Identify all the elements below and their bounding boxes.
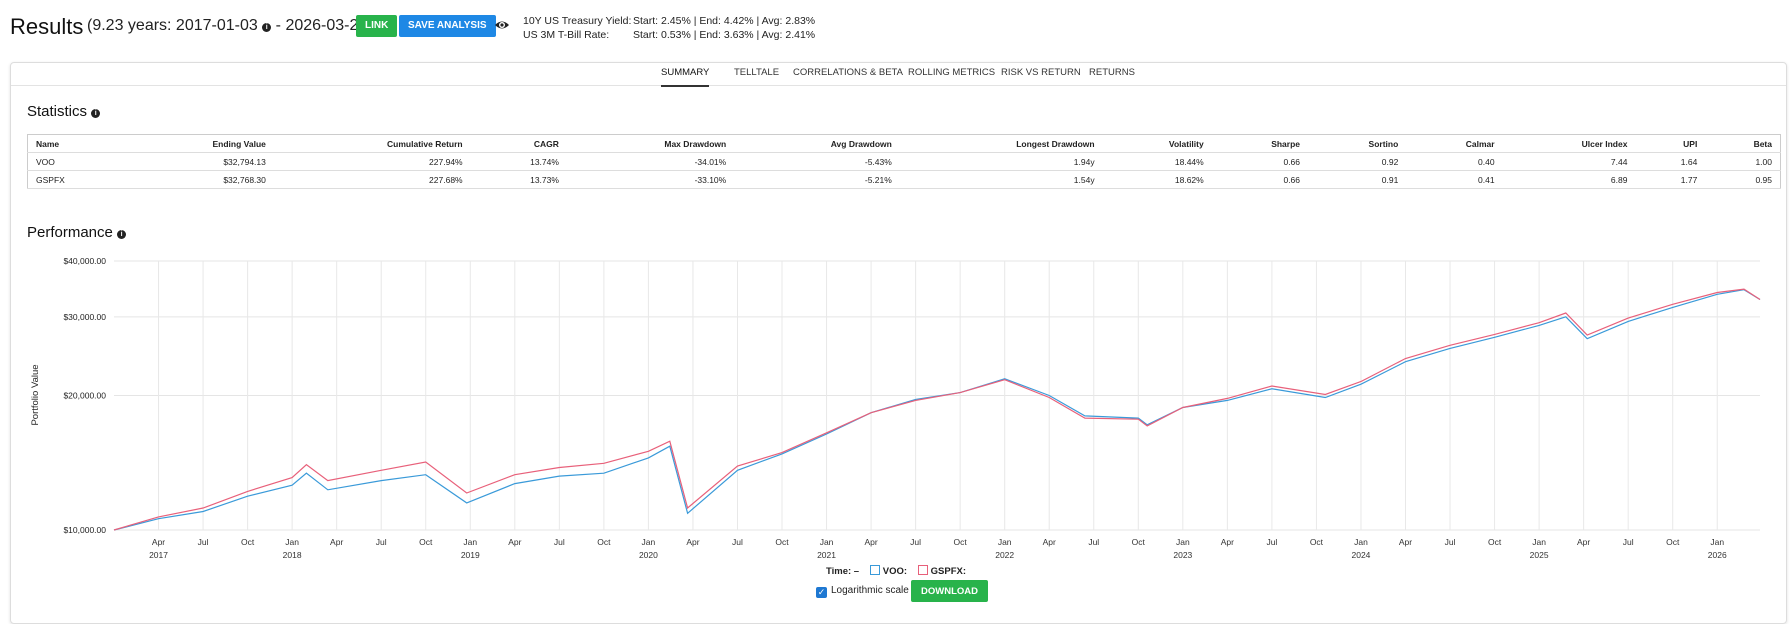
- statistics-heading: Statistics i: [27, 103, 101, 120]
- column-header[interactable]: Volatility: [1102, 134, 1212, 153]
- legend-label-voo[interactable]: VOO:: [882, 566, 908, 577]
- rate-label: US 3M T-Bill Rate:: [523, 29, 610, 41]
- results-panel: SUMMARY TELLTALE CORRELATIONS & BETA ROL…: [10, 62, 1787, 624]
- table-row: GSPFX $32,768.30 227.68% 13.73% -33.10% …: [27, 170, 1781, 189]
- checkbox-checked-icon[interactable]: ✓: [816, 587, 827, 598]
- table-cell: 13.73%: [470, 170, 567, 189]
- log-scale-toggle[interactable]: ✓ Logarithmic scale: [816, 585, 909, 598]
- table-cell: 1.77: [1635, 170, 1706, 189]
- table-cell: VOO: [27, 152, 125, 171]
- column-header[interactable]: Beta: [1705, 134, 1781, 153]
- table-cell: 0.66: [1211, 170, 1309, 189]
- tab-correlations-beta[interactable]: CORRELATIONS & BETA: [793, 67, 903, 78]
- table-cell: 1.54y: [899, 170, 1103, 189]
- table-cell: 13.74%: [470, 152, 567, 171]
- column-header[interactable]: Cumulative Return: [273, 134, 471, 153]
- table-cell: 0.66: [1211, 152, 1309, 171]
- table-cell: 227.94%: [273, 152, 471, 171]
- table-cell: -5.43%: [734, 152, 900, 171]
- table-cell: 7.44: [1502, 152, 1636, 171]
- legend-label-gspfx[interactable]: GSPFX:: [930, 566, 967, 577]
- table-cell: -34.01%: [566, 152, 735, 171]
- column-header[interactable]: Sortino: [1308, 134, 1407, 153]
- legend-swatch-gspfx: [917, 565, 928, 575]
- table-cell: -5.21%: [734, 170, 900, 189]
- table-cell: 0.95: [1705, 170, 1781, 189]
- statistics-title: Statistics: [27, 103, 88, 120]
- statistics-table: Name Ending Value Cumulative Return CAGR…: [27, 134, 1781, 189]
- table-cell: 18.44%: [1102, 152, 1212, 171]
- date-range: (9.23 years: 2017-01-03 i - 2026-03-27): [87, 17, 373, 35]
- info-icon[interactable]: i: [91, 109, 101, 118]
- log-scale-label: Logarithmic scale: [831, 585, 909, 596]
- table-row: VOO $32,794.13 227.94% 13.74% -34.01% -5…: [27, 152, 1781, 171]
- rate-row: 10Y US Treasury Yield: Start: 2.45% | End…: [523, 14, 815, 28]
- table-cell: GSPFX: [27, 170, 125, 189]
- column-header[interactable]: Ulcer Index: [1502, 134, 1636, 153]
- column-header[interactable]: Avg Drawdown: [734, 134, 900, 153]
- column-header[interactable]: Ending Value: [124, 134, 274, 153]
- tab-telltale[interactable]: TELLTALE: [734, 67, 780, 78]
- table-cell: 1.94y: [899, 152, 1103, 171]
- page-title: Results: [10, 14, 84, 39]
- table-cell: 1.00: [1705, 152, 1781, 171]
- table-cell: $32,794.13: [124, 152, 274, 171]
- info-icon[interactable]: i: [117, 230, 127, 239]
- table-cell: 0.91: [1308, 170, 1407, 189]
- rate-label: 10Y US Treasury Yield:: [523, 15, 632, 27]
- info-icon[interactable]: i: [262, 23, 272, 32]
- column-header[interactable]: Name: [27, 134, 125, 153]
- legend-time: Time: –: [826, 566, 860, 577]
- table-cell: 0.41: [1406, 170, 1503, 189]
- rate-value: Start: 2.45% | End: 4.42% | Avg: 2.83%: [633, 15, 816, 27]
- rate-row: US 3M T-Bill Rate: Start: 0.53% | End: 3.…: [523, 28, 815, 42]
- rate-value: Start: 0.53% | End: 3.63% | Avg: 2.41%: [633, 29, 816, 41]
- column-header[interactable]: UPI: [1635, 134, 1706, 153]
- column-header[interactable]: Max Drawdown: [566, 134, 735, 153]
- column-header[interactable]: Calmar: [1406, 134, 1503, 153]
- range-start: (9.23 years: 2017-01-03: [87, 17, 258, 34]
- performance-heading: Performance i: [27, 224, 127, 241]
- link-button[interactable]: LINK: [356, 15, 398, 37]
- tab-returns[interactable]: RETURNS: [1089, 67, 1135, 78]
- performance-title: Performance: [27, 224, 113, 241]
- table-cell: -33.10%: [566, 170, 735, 189]
- download-button[interactable]: DOWNLOAD: [911, 580, 988, 602]
- rates-summary: 10Y US Treasury Yield: Start: 2.45% | End…: [523, 14, 815, 42]
- column-header[interactable]: Sharpe: [1211, 134, 1309, 153]
- results-header: Results (9.23 years: 2017-01-03 i - 2026…: [10, 14, 1780, 44]
- tab-rolling-metrics[interactable]: ROLLING METRICS: [908, 67, 996, 78]
- table-cell: 1.64: [1635, 152, 1706, 171]
- table-cell: 0.92: [1308, 152, 1407, 171]
- eye-icon[interactable]: [494, 18, 510, 32]
- tab-bar: SUMMARY TELLTALE CORRELATIONS & BETA ROL…: [11, 63, 1786, 87]
- table-cell: $32,768.30: [124, 170, 274, 189]
- legend-swatch-voo: [869, 565, 880, 575]
- table-header-row: Name Ending Value Cumulative Return CAGR…: [27, 134, 1781, 153]
- chart-legend: Time: – VOO: GSPFX:: [826, 565, 966, 577]
- save-analysis-button[interactable]: SAVE ANALYSIS: [399, 15, 496, 37]
- range-end: - 2026-03-27): [271, 17, 373, 34]
- table-cell: 6.89: [1502, 170, 1636, 189]
- table-cell: 227.68%: [273, 170, 471, 189]
- table-cell: 0.40: [1406, 152, 1503, 171]
- tab-risk-vs-return[interactable]: RISK VS RETURN: [1001, 67, 1081, 78]
- column-header[interactable]: Longest Drawdown: [899, 134, 1103, 153]
- table-cell: 18.62%: [1102, 170, 1212, 189]
- tab-summary[interactable]: SUMMARY: [661, 67, 710, 87]
- column-header[interactable]: CAGR: [470, 134, 567, 153]
